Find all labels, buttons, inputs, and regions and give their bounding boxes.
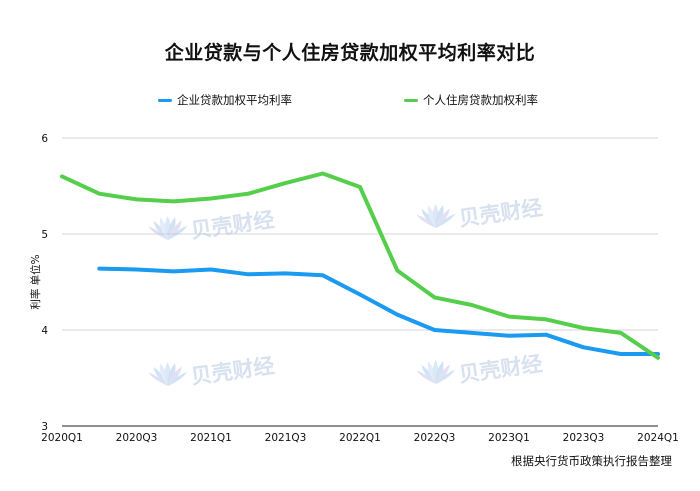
legend-item-mortgage: 个人住房贷款加权利率 — [404, 92, 538, 108]
watermark-logo — [148, 216, 188, 240]
x-tick-label: 2020Q3 — [116, 432, 158, 444]
x-tick-label: 2023Q1 — [488, 432, 530, 444]
legend-label-corporate: 企业贷款加权平均利率 — [177, 93, 292, 107]
watermark-petal — [168, 220, 182, 240]
series-line-mortgage — [60, 171, 660, 360]
watermark-logo — [416, 204, 456, 228]
watermark-petal — [436, 213, 456, 228]
x-tick-label: 2022Q1 — [339, 432, 381, 444]
watermark-petal — [436, 369, 456, 384]
x-tick-label: 2021Q1 — [190, 432, 232, 444]
watermark-petal — [148, 226, 168, 240]
x-tick-label: 2020Q1 — [41, 432, 83, 444]
watermark-petal — [436, 208, 450, 228]
watermark-text: 贝壳财经 — [457, 195, 544, 230]
series-line-corporate — [97, 266, 660, 356]
watermark-petal — [416, 370, 436, 384]
x-tick-label: 2024Q1 — [637, 432, 679, 444]
watermark-petal — [168, 371, 188, 386]
legend-swatch-corporate — [158, 98, 172, 102]
y-tick-label: 5 — [41, 229, 48, 241]
watermark-text: 贝壳财经 — [189, 353, 276, 388]
chart-title: 企业贷款与个人住房贷款加权平均利率对比 — [164, 42, 536, 64]
x-tick-label: 2022Q3 — [414, 432, 456, 444]
watermark-logo — [148, 362, 188, 386]
watermark-petal — [436, 364, 450, 384]
legend: 企业贷款加权平均利率 个人住房贷款加权利率 — [0, 92, 700, 108]
watermark-text: 贝壳财经 — [189, 207, 276, 242]
watermark-petal — [168, 366, 182, 386]
source-note: 根据央行货币政策执行报告整理 — [511, 454, 672, 468]
y-tick-label: 3 — [41, 421, 48, 433]
watermark-petal — [416, 214, 436, 228]
watermark-petal — [435, 361, 444, 384]
y-tick-label: 6 — [41, 133, 48, 145]
legend-item-corporate: 企业贷款加权平均利率 — [158, 92, 292, 108]
watermark-petal — [167, 217, 176, 240]
watermark-petal — [435, 205, 444, 228]
watermark-logo — [416, 360, 456, 384]
watermark-petal — [168, 225, 188, 240]
watermark-text: 贝壳财经 — [457, 351, 544, 386]
x-tick-label: 2021Q3 — [265, 432, 307, 444]
y-tick-label: 4 — [41, 325, 48, 337]
legend-swatch-mortgage — [404, 98, 418, 102]
watermark-petal — [148, 372, 168, 386]
watermark-petal — [167, 363, 176, 386]
x-tick-label: 2023Q3 — [563, 432, 605, 444]
legend-label-mortgage: 个人住房贷款加权利率 — [423, 93, 538, 107]
